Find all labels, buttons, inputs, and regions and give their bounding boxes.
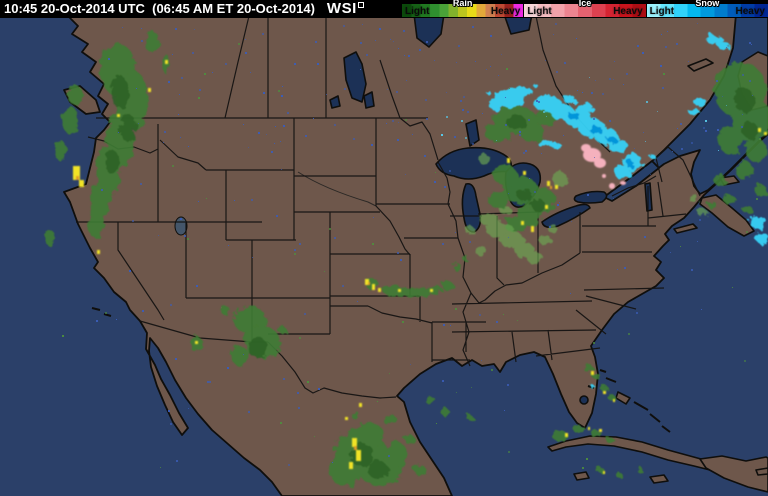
wsi-degree-mark [357,2,364,8]
legend-ice-gradient [524,4,646,17]
legend-rain-title: Rain [452,0,473,8]
radar-ice-layer [581,144,626,189]
legend-rain: Rain Light Heavy [402,0,524,18]
legend-snow: Snow Light Heavy [646,0,768,18]
legend-ice-title: Ice [578,0,592,8]
bahamas-islets [91,307,671,433]
legend-snow-gradient [646,4,768,17]
radar-heavy-layer [73,60,767,474]
wsi-logo: WSI [327,0,364,18]
legend-ice: Ice Light Heavy [524,0,646,18]
timestamp-text: 10:45 20-Oct-2014 UTC (06:45 AM ET 20-Oc… [4,1,315,16]
legend-ice-heavy-label: Heavy [613,6,643,17]
legend-snow-light-label: Light [649,6,675,17]
radar-snow-layer [486,35,768,388]
legend-snow-title: Snow [695,0,720,8]
legend-rain-gradient [402,4,524,17]
legend-ice-light-label: Light [527,6,552,17]
radar-rain-layer [45,31,768,486]
precip-legend: Rain Light Heavy Ice Light Heavy Snow Li… [402,0,768,18]
map-noise-speckles [62,23,761,469]
legend-rain-light-label: Light [405,6,430,17]
borders-layer [76,15,701,399]
legend-snow-heavy-label: Heavy [735,6,765,17]
legend-rain-heavy-label: Heavy [490,6,521,17]
